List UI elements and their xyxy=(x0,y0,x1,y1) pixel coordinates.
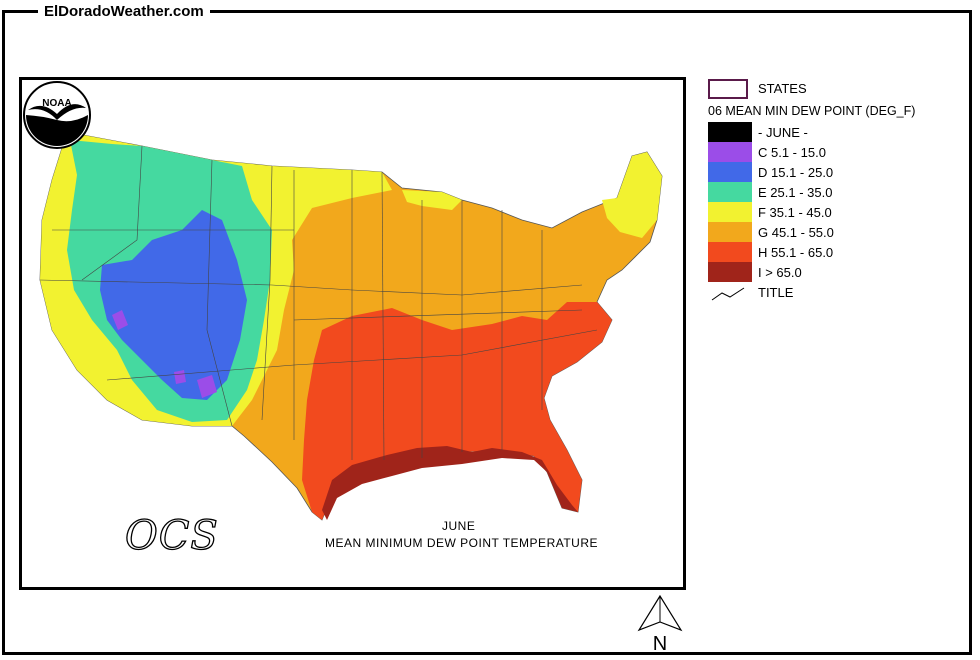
legend-item: H 55.1 - 65.0 xyxy=(708,242,968,262)
legend-item-label: D 15.1 - 25.0 xyxy=(758,165,834,180)
state-boundaries xyxy=(39,145,598,461)
zone-f-great-lakes xyxy=(402,190,462,210)
legend-item-label: I > 65.0 xyxy=(758,265,802,280)
legend-item: F 35.1 - 45.0 xyxy=(708,202,968,222)
zone-i-gulf xyxy=(322,446,578,520)
noaa-logo: NOAA xyxy=(23,81,91,149)
legend-swatch xyxy=(708,162,752,182)
legend-item: E 25.1 - 35.0 xyxy=(708,182,968,202)
legend-item: D 15.1 - 25.0 xyxy=(708,162,968,182)
legend-swatch xyxy=(708,142,752,162)
legend-states-label: STATES xyxy=(758,81,807,96)
legend-item-label: H 55.1 - 65.0 xyxy=(758,245,834,260)
map-caption-title: MEAN MINIMUM DEW POINT TEMPERATURE xyxy=(325,536,599,550)
legend-title-label: TITLE xyxy=(758,285,794,300)
zone-c-patch-1 xyxy=(112,310,128,330)
legend-item: I > 65.0 xyxy=(708,262,968,282)
legend-class-list: - JUNE - C 5.1 - 15.0 D 15.1 - 25.0 E 25… xyxy=(708,122,968,282)
legend-item-label: - JUNE - xyxy=(758,125,808,140)
states-symbol xyxy=(708,79,748,99)
ocs-logo: OCS xyxy=(124,512,219,559)
legend-field-title-row: 06 MEAN MIN DEW POINT (DEG_F) xyxy=(708,102,968,122)
zone-c-patch-3 xyxy=(174,370,186,384)
map-caption-month: JUNE xyxy=(442,519,476,533)
zone-d-basin xyxy=(100,210,247,400)
zone-c-patch-2 xyxy=(197,375,217,398)
legend-title-row: TITLE xyxy=(708,282,968,306)
legend-states-row: STATES xyxy=(708,78,968,102)
map-panel: JUNE MEAN MINIMUM DEW POINT TEMPERATURE … xyxy=(19,77,686,590)
dew-point-map xyxy=(39,131,663,521)
legend-field-title: 06 MEAN MIN DEW POINT (DEG_F) xyxy=(708,104,916,118)
noaa-logo-text: NOAA xyxy=(42,98,71,109)
zone-f-northeast xyxy=(602,152,662,238)
site-title: ElDoradoWeather.com xyxy=(38,3,210,21)
legend-item: - JUNE - xyxy=(708,122,968,142)
page-frame xyxy=(2,10,972,655)
legend-swatch xyxy=(708,202,752,222)
legend-swatch xyxy=(708,242,752,262)
legend-swatch xyxy=(708,122,752,142)
map-legend: STATES 06 MEAN MIN DEW POINT (DEG_F) - J… xyxy=(708,78,968,306)
legend-swatch xyxy=(708,222,752,242)
legend-swatch xyxy=(708,262,752,282)
legend-item-label: F 35.1 - 45.0 xyxy=(758,205,832,220)
legend-item-label: E 25.1 - 35.0 xyxy=(758,185,833,200)
legend-item: C 5.1 - 15.0 xyxy=(708,142,968,162)
legend-item-label: G 45.1 - 55.0 xyxy=(758,225,834,240)
legend-swatch xyxy=(708,182,752,202)
north-label: N xyxy=(653,633,667,655)
north-arrow-icon: N xyxy=(637,594,683,655)
title-line-symbol xyxy=(711,287,745,301)
legend-item-label: C 5.1 - 15.0 xyxy=(758,145,826,160)
legend-item: G 45.1 - 55.0 xyxy=(708,222,968,242)
